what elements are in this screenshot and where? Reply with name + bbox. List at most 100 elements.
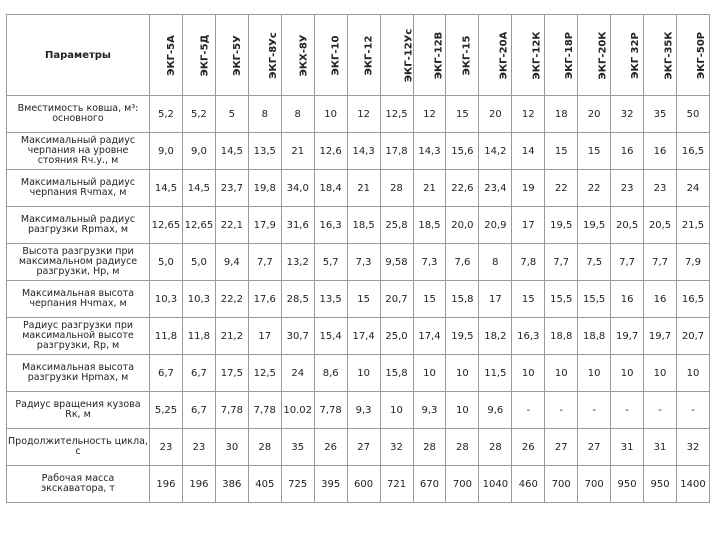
cell: 16,3: [313, 206, 348, 244]
cell: -: [544, 391, 579, 429]
cell: 22,6: [445, 169, 480, 207]
cell: 11,5: [478, 354, 513, 392]
cell: 12,65: [149, 206, 183, 244]
cell: 23: [181, 428, 216, 466]
cell: 27: [544, 428, 579, 466]
cell: 14,3: [346, 132, 381, 170]
cell: 12: [511, 95, 546, 133]
cell: 21: [412, 169, 447, 207]
param-label: Продолжительность цикла, с: [6, 428, 150, 466]
cell: 5: [214, 95, 249, 133]
cell: 35: [643, 95, 677, 133]
cell: 7,7: [610, 243, 645, 281]
cell: 19,5: [577, 206, 612, 244]
cell: 22: [544, 169, 579, 207]
cell: 31: [643, 428, 677, 466]
table-row: Максимальный радиус черпания Rчmax, м 14,…: [6, 169, 710, 207]
cell: -: [577, 391, 612, 429]
cell: 16: [610, 132, 645, 170]
cell: 5,0: [181, 243, 216, 281]
table-row: Вместимость ковша, м³: основного 5,2 5,2 5 8…: [6, 95, 710, 133]
header-cell: ЭКГ-12: [346, 14, 381, 96]
cell: -: [511, 391, 546, 429]
header-cell: ЭКГ-5Д: [181, 14, 216, 96]
cell: 386: [214, 465, 249, 503]
cell: 19: [511, 169, 546, 207]
cell: 10: [379, 391, 414, 429]
cell: 14,5: [149, 169, 183, 207]
cell: 15,6: [445, 132, 480, 170]
cell: 14,2: [478, 132, 513, 170]
cell: 9,0: [149, 132, 183, 170]
cell: 13,2: [280, 243, 315, 281]
model-name: ЭКГ-8Ус: [267, 31, 279, 79]
cell: 15: [544, 132, 579, 170]
header-cell: ЭКГ-20К: [577, 14, 612, 96]
header-cell: ЭКГ-20А: [478, 14, 513, 96]
cell: 196: [181, 465, 216, 503]
cell: 21: [346, 169, 381, 207]
cell: 32: [676, 428, 710, 466]
cell: 10: [313, 95, 348, 133]
param-label: Высота разгрузки при максимальном радиус…: [6, 243, 150, 281]
cell: 196: [149, 465, 183, 503]
model-name: ЭКГ-50Р: [696, 31, 708, 79]
cell: 5,0: [149, 243, 183, 281]
cell: 20,9: [478, 206, 513, 244]
cell: -: [676, 391, 710, 429]
cell: 18,8: [577, 317, 612, 355]
cell: 9,6: [478, 391, 513, 429]
cell: 7,78: [313, 391, 348, 429]
header-cell: ЭКГ 32Р: [610, 14, 645, 96]
cell: 10: [676, 354, 710, 392]
cell: 10: [445, 391, 480, 429]
cell: 7,78: [214, 391, 249, 429]
cell: 15,5: [544, 280, 579, 318]
model-name: ЭКГ-18Р: [564, 31, 576, 79]
cell: 27: [346, 428, 381, 466]
model-name: ЭКГ-12В: [432, 31, 444, 79]
cell: 17,9: [247, 206, 282, 244]
model-name: ЭКГ-12Ус: [402, 28, 413, 82]
header-cell: ЭКГ-12В: [412, 14, 447, 96]
cell: 17,6: [247, 280, 282, 318]
cell: 8: [247, 95, 282, 133]
cell: 13,5: [313, 280, 348, 318]
cell: 10: [346, 354, 381, 392]
cell: 10: [610, 354, 645, 392]
cell: 15,5: [577, 280, 612, 318]
header-cell: ЭКГ-8Ус: [247, 14, 282, 96]
cell: 700: [577, 465, 612, 503]
cell: 17: [511, 206, 546, 244]
cell: 14,5: [181, 169, 216, 207]
param-label: Максимальный радиус разгрузки Rрmax, м: [6, 206, 150, 244]
cell: 5,2: [181, 95, 216, 133]
header-cell: Параметры: [6, 14, 150, 96]
param-label: Максимальная высота разгрузки Hрmax, м: [6, 354, 150, 392]
cell: 11,8: [149, 317, 183, 355]
cell: 950: [610, 465, 645, 503]
cell: 9,4: [214, 243, 249, 281]
cell: 7,7: [643, 243, 677, 281]
cell: 725: [280, 465, 315, 503]
table-row: Максимальный радиус черпания на уровне с…: [6, 132, 710, 170]
cell: 30: [214, 428, 249, 466]
cell: 32: [379, 428, 414, 466]
cell: 8: [280, 95, 315, 133]
cell: 7,6: [445, 243, 480, 281]
cell: 10.02: [280, 391, 315, 429]
cell: 50: [676, 95, 710, 133]
cell: 7,9: [676, 243, 710, 281]
cell: 18,8: [544, 317, 579, 355]
cell: 15: [577, 132, 612, 170]
cell: 1040: [478, 465, 513, 503]
header-cell: ЭКГ-10: [313, 14, 348, 96]
cell: 14,5: [214, 132, 249, 170]
cell: 26: [511, 428, 546, 466]
cell: 15: [412, 280, 447, 318]
header-cell: ЭКГ-12Ус: [379, 14, 414, 96]
model-name: ЭКГ-20К: [597, 30, 609, 80]
cell: 700: [544, 465, 579, 503]
header-cell: ЭКГ-18Р: [544, 14, 579, 96]
